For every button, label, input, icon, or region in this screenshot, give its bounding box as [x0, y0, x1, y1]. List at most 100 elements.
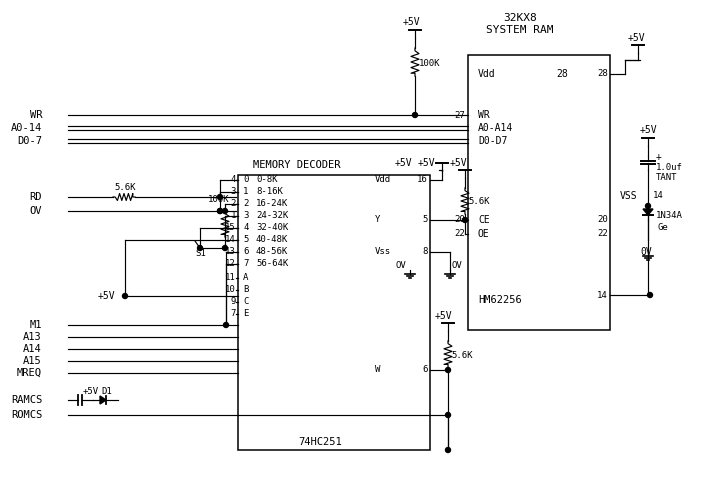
Text: 15: 15 — [225, 223, 236, 233]
Text: 2: 2 — [231, 200, 236, 208]
Text: 20: 20 — [597, 215, 608, 224]
Text: 4: 4 — [231, 175, 236, 184]
Text: B: B — [243, 286, 248, 294]
Text: 14: 14 — [225, 236, 236, 245]
Text: 2: 2 — [243, 200, 248, 208]
Text: RD: RD — [30, 192, 42, 202]
Text: RAMCS: RAMCS — [11, 395, 42, 405]
Text: 5: 5 — [243, 236, 248, 245]
Text: M1: M1 — [30, 320, 42, 330]
Circle shape — [222, 208, 227, 213]
Text: S1: S1 — [195, 249, 205, 258]
Text: 4: 4 — [243, 223, 248, 233]
Text: CE: CE — [478, 215, 490, 225]
Text: 24-32K: 24-32K — [256, 211, 288, 220]
Text: 8: 8 — [423, 247, 428, 256]
Text: 7: 7 — [243, 259, 248, 269]
Text: 5.6K: 5.6K — [468, 198, 489, 206]
Circle shape — [218, 208, 222, 213]
Text: +5V: +5V — [628, 33, 645, 43]
Text: Vss: Vss — [375, 247, 391, 256]
Text: 1: 1 — [243, 188, 248, 197]
Text: D1: D1 — [101, 386, 112, 396]
Text: 3: 3 — [231, 188, 236, 197]
Text: 1: 1 — [231, 211, 236, 220]
Text: A14: A14 — [23, 344, 42, 354]
Text: 9: 9 — [231, 297, 236, 306]
Bar — [238, 175, 430, 450]
Circle shape — [218, 208, 222, 213]
Text: OV: OV — [452, 260, 462, 270]
Text: +: + — [656, 152, 662, 162]
Text: 0V: 0V — [640, 247, 652, 257]
Text: 28: 28 — [556, 69, 568, 79]
Text: WR: WR — [30, 110, 42, 120]
Text: 16-24K: 16-24K — [256, 200, 288, 208]
Text: 16: 16 — [417, 175, 428, 184]
Text: ROMCS: ROMCS — [11, 410, 42, 420]
Circle shape — [224, 323, 229, 328]
Circle shape — [218, 195, 222, 200]
Text: +5V: +5V — [435, 311, 452, 321]
Circle shape — [645, 204, 650, 208]
Polygon shape — [100, 396, 106, 404]
Text: A: A — [243, 274, 248, 283]
Text: MEMORY DECODER: MEMORY DECODER — [253, 160, 340, 170]
Circle shape — [446, 412, 451, 417]
Text: 14: 14 — [653, 192, 664, 201]
Circle shape — [446, 448, 451, 453]
Text: 6: 6 — [423, 366, 428, 374]
Text: +5V: +5V — [418, 158, 436, 168]
Text: C: C — [243, 297, 248, 306]
Text: 100K: 100K — [208, 196, 229, 205]
Text: D0-7: D0-7 — [17, 136, 42, 146]
Text: 27: 27 — [454, 111, 465, 120]
Text: Vdd: Vdd — [375, 175, 391, 184]
Text: 11: 11 — [225, 274, 236, 283]
Text: W: W — [375, 366, 380, 374]
Circle shape — [197, 246, 203, 250]
Text: OE: OE — [478, 229, 490, 239]
Text: 22: 22 — [597, 230, 608, 239]
Text: OV: OV — [395, 260, 406, 270]
Circle shape — [412, 113, 417, 118]
Text: MREQ: MREQ — [17, 368, 42, 378]
Circle shape — [446, 368, 451, 372]
Text: 3: 3 — [243, 211, 248, 220]
Circle shape — [648, 292, 653, 297]
Text: A0-A14: A0-A14 — [478, 123, 513, 133]
Text: 56-64K: 56-64K — [256, 259, 288, 269]
Text: 5.6K: 5.6K — [114, 183, 136, 193]
Circle shape — [462, 217, 468, 222]
Text: 5: 5 — [423, 215, 428, 224]
Text: 28: 28 — [597, 70, 608, 79]
Text: +5V: +5V — [403, 17, 420, 27]
Text: Vdd: Vdd — [478, 69, 496, 79]
Text: 74HC251: 74HC251 — [298, 437, 342, 447]
Text: 22: 22 — [454, 230, 465, 239]
Text: +5V: +5V — [83, 386, 99, 396]
Text: 10: 10 — [225, 286, 236, 294]
Bar — [468, 55, 610, 330]
Text: A0-14: A0-14 — [11, 123, 42, 133]
Text: 48-56K: 48-56K — [256, 247, 288, 256]
Text: 40-48K: 40-48K — [256, 236, 288, 245]
Circle shape — [222, 246, 227, 250]
Text: 6: 6 — [243, 247, 248, 256]
Polygon shape — [643, 209, 653, 215]
Text: 0: 0 — [243, 175, 248, 184]
Text: E: E — [243, 310, 248, 319]
Text: TANT: TANT — [656, 172, 677, 181]
Text: 0-8K: 0-8K — [256, 175, 277, 184]
Text: 5.6K: 5.6K — [451, 351, 473, 360]
Text: 12: 12 — [225, 259, 236, 269]
Text: 8-16K: 8-16K — [256, 188, 283, 197]
Text: 13: 13 — [225, 247, 236, 256]
Text: 14: 14 — [597, 290, 608, 299]
Text: D0-D7: D0-D7 — [478, 136, 507, 146]
Text: +5V: +5V — [97, 291, 115, 301]
Text: +5V: +5V — [640, 125, 658, 135]
Text: HM62256: HM62256 — [478, 295, 522, 305]
Text: 32KX8: 32KX8 — [503, 13, 537, 23]
Text: A13: A13 — [23, 332, 42, 342]
